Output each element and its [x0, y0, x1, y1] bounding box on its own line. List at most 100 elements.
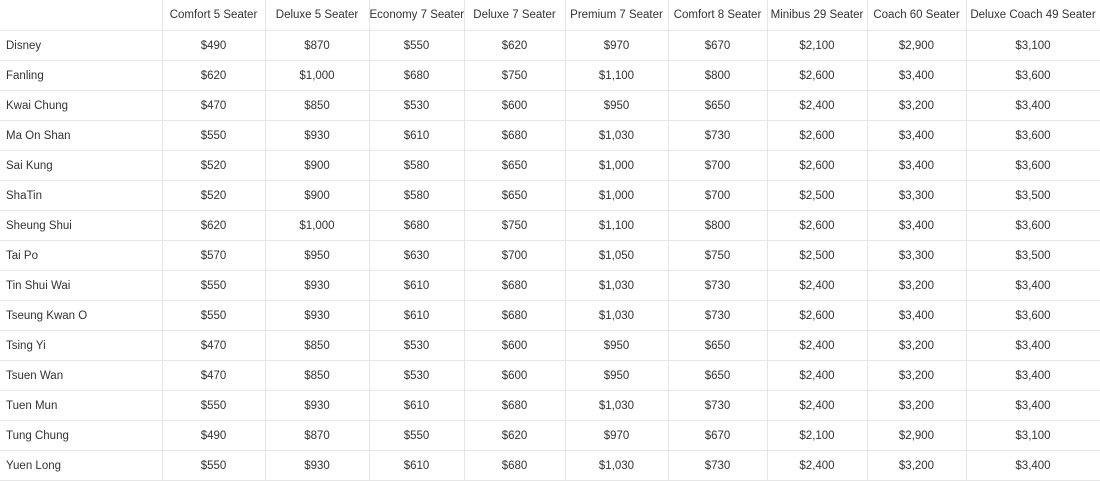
price-cell: $470 [161, 330, 266, 361]
price-cell: $750 [463, 210, 566, 241]
price-cell: $850 [264, 360, 370, 391]
price-cell: $800 [667, 210, 768, 241]
price-cell: $470 [161, 90, 266, 121]
price-cell: $490 [161, 420, 266, 451]
price-cell: $680 [463, 300, 566, 331]
price-cell: $630 [368, 240, 465, 271]
price-cell: $950 [564, 330, 669, 361]
price-cell: $3,400 [866, 60, 967, 91]
price-cell: $600 [463, 330, 566, 361]
table-row: Yuen Long $550 $930 $610 $680 $1,030 $730 $2,40… [0, 450, 1100, 481]
price-cell: $550 [161, 300, 266, 331]
price-cell: $470 [161, 360, 266, 391]
price-cell: $3,400 [965, 450, 1100, 481]
price-cell: $2,100 [766, 420, 868, 451]
price-cell: $680 [368, 60, 465, 91]
price-cell: $3,100 [965, 30, 1100, 61]
table-row: Ma On Shan $550 $930 $610 $680 $1,030 $730 $2,6… [0, 120, 1100, 151]
price-cell: $3,200 [866, 390, 967, 421]
price-cell: $730 [667, 390, 768, 421]
price-cell: $680 [463, 270, 566, 301]
price-cell: $1,100 [564, 60, 669, 91]
price-cell: $930 [264, 270, 370, 301]
price-cell: $650 [463, 150, 566, 181]
price-cell: $550 [161, 450, 266, 481]
table-row: ShaTin $520 $900 $580 $650 $1,000 $700 $2,500 $3… [0, 180, 1100, 211]
price-cell: $520 [161, 150, 266, 181]
price-cell: $650 [463, 180, 566, 211]
price-cell: $900 [264, 150, 370, 181]
price-cell: $1,050 [564, 240, 669, 271]
column-header: Premium 7 Seater [564, 0, 669, 31]
price-cell: $550 [368, 30, 465, 61]
price-cell: $580 [368, 150, 465, 181]
price-cell: $3,200 [866, 90, 967, 121]
price-cell: $490 [161, 30, 266, 61]
price-cell: $2,400 [766, 390, 868, 421]
price-cell: $750 [463, 60, 566, 91]
price-cell: $610 [368, 120, 465, 151]
price-cell: $1,030 [564, 270, 669, 301]
price-cell: $3,300 [866, 180, 967, 211]
table-row: Kwai Chung $470 $850 $530 $600 $950 $650 $2,400… [0, 90, 1100, 121]
price-cell: $2,500 [766, 180, 868, 211]
table-row: Tung Chung $490 $870 $550 $620 $970 $670 $2,100… [0, 420, 1100, 451]
location-cell: Tung Chung [0, 420, 163, 451]
location-cell: Tuen Mun [0, 390, 163, 421]
price-cell: $3,600 [965, 300, 1100, 331]
location-cell: Fanling [0, 60, 163, 91]
price-cell: $530 [368, 330, 465, 361]
table-row: Sai Kung $520 $900 $580 $650 $1,000 $700 $2,600… [0, 150, 1100, 181]
price-cell: $750 [667, 240, 768, 271]
price-cell: $2,600 [766, 60, 868, 91]
location-cell: Tsing Yi [0, 330, 163, 361]
price-cell: $3,500 [965, 240, 1100, 271]
price-cell: $520 [161, 180, 266, 211]
price-cell: $610 [368, 270, 465, 301]
price-cell: $620 [161, 210, 266, 241]
table-row: Tin Shui Wai $550 $930 $610 $680 $1,030 $730 $2… [0, 270, 1100, 301]
location-cell: Tai Po [0, 240, 163, 271]
price-cell: $1,000 [564, 180, 669, 211]
price-cell: $2,400 [766, 330, 868, 361]
price-cell: $680 [463, 390, 566, 421]
price-cell: $2,600 [766, 150, 868, 181]
location-cell: Disney [0, 30, 163, 61]
table-row: Sheung Shui $620 $1,000 $680 $750 $1,100 $800 $… [0, 210, 1100, 241]
price-cell: $3,600 [965, 210, 1100, 241]
location-cell: Tin Shui Wai [0, 270, 163, 301]
price-cell: $2,900 [866, 30, 967, 61]
price-cell: $930 [264, 120, 370, 151]
location-cell: Sheung Shui [0, 210, 163, 241]
location-cell: Tseung Kwan O [0, 300, 163, 331]
price-cell: $1,000 [564, 150, 669, 181]
location-cell: Sai Kung [0, 150, 163, 181]
price-cell: $600 [463, 90, 566, 121]
price-cell: $600 [463, 360, 566, 391]
table-row: Disney $490 $870 $550 $620 $970 $670 $2,100 $2,9… [0, 30, 1100, 61]
price-cell: $870 [264, 30, 370, 61]
price-cell: $2,400 [766, 270, 868, 301]
price-cell: $700 [463, 240, 566, 271]
price-cell: $2,600 [766, 120, 868, 151]
price-cell: $550 [161, 270, 266, 301]
table-row: Tseung Kwan O $550 $930 $610 $680 $1,030 $730 $… [0, 300, 1100, 331]
price-cell: $800 [667, 60, 768, 91]
table-row: Fanling $620 $1,000 $680 $750 $1,100 $800 $2,60… [0, 60, 1100, 91]
location-cell: Ma On Shan [0, 120, 163, 151]
price-cell: $3,200 [866, 450, 967, 481]
price-cell: $3,400 [965, 270, 1100, 301]
price-cell: $3,400 [965, 90, 1100, 121]
price-cell: $950 [264, 240, 370, 271]
price-cell: $2,400 [766, 90, 868, 121]
price-cell: $970 [564, 30, 669, 61]
price-cell: $1,030 [564, 300, 669, 331]
table-row: Tuen Mun $550 $930 $610 $680 $1,030 $730 $2,400… [0, 390, 1100, 421]
price-cell: $850 [264, 90, 370, 121]
location-cell: Tsuen Wan [0, 360, 163, 391]
column-header: Economy 7 Seater [368, 0, 465, 31]
price-cell: $3,400 [965, 330, 1100, 361]
price-cell: $700 [667, 180, 768, 211]
price-cell: $620 [463, 30, 566, 61]
price-cell: $3,400 [866, 300, 967, 331]
